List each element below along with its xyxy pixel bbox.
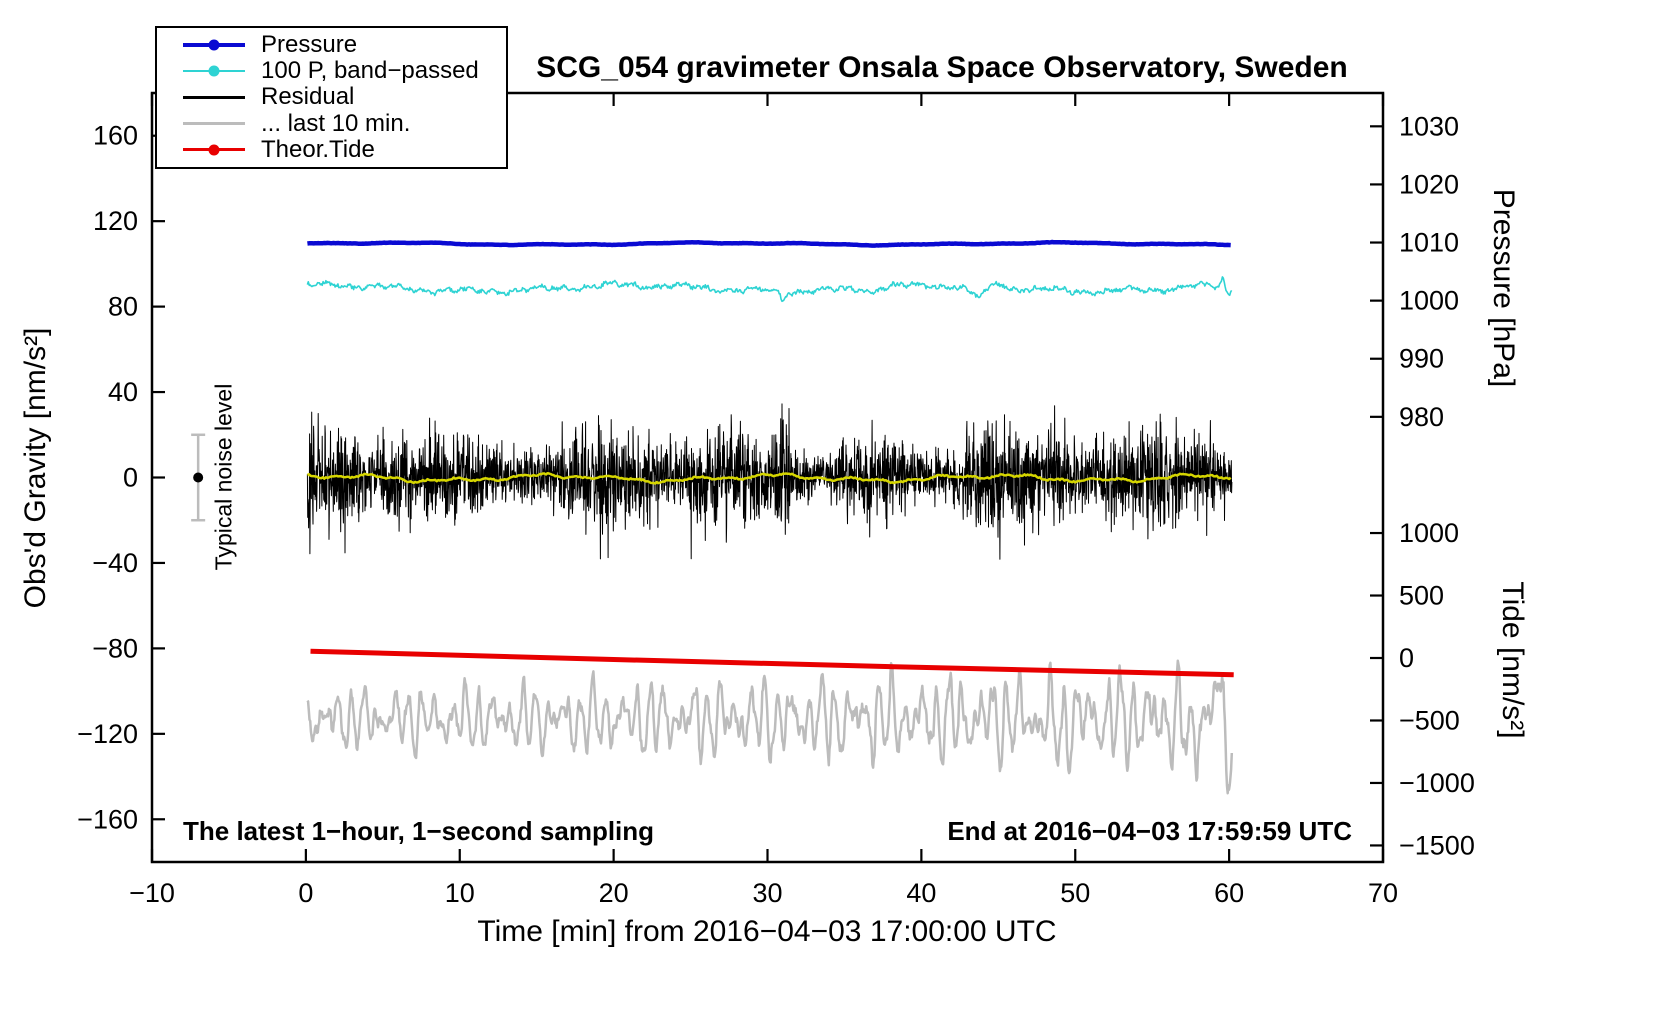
plot-title: SCG_054 gravimeter Onsala Space Observat… <box>536 51 1348 84</box>
series-residual <box>306 403 1233 560</box>
svg-text:1000: 1000 <box>1399 518 1459 548</box>
legend-marker-dot <box>208 144 220 156</box>
series-pressure <box>306 239 1232 248</box>
svg-text:1000: 1000 <box>1399 286 1459 316</box>
svg-text:40: 40 <box>108 377 138 407</box>
legend-marker-dot <box>208 65 220 77</box>
legend-item-residual: Residual <box>183 84 506 110</box>
svg-text:980: 980 <box>1399 402 1444 432</box>
x-axis-ticks: −10 0 10 20 30 40 50 60 70 <box>129 93 1398 908</box>
svg-text:160: 160 <box>93 121 138 151</box>
gravity-axis-ticks: −160 −120 −80 −40 0 40 80 120 160 <box>77 121 165 834</box>
series-theor-tide <box>310 648 1234 678</box>
legend-item-label: 100 P, band−passed <box>261 57 479 85</box>
svg-text:−1500: −1500 <box>1399 830 1475 860</box>
svg-text:−80: −80 <box>92 633 138 663</box>
legend: Pressure 100 P, band−passed Residual... la… <box>155 26 508 169</box>
svg-text:70: 70 <box>1368 878 1398 908</box>
legend-item-label: Theor.Tide <box>261 135 375 163</box>
svg-text:120: 120 <box>93 206 138 236</box>
legend-item-100-p-band-passed: 100 P, band−passed <box>183 58 506 84</box>
svg-text:30: 30 <box>752 878 782 908</box>
svg-text:0: 0 <box>298 878 313 908</box>
svg-text:−40: −40 <box>92 548 138 578</box>
svg-text:1010: 1010 <box>1399 228 1459 258</box>
legend-item-last-10-min: ... last 10 min. <box>183 111 506 137</box>
noise-level-bar <box>191 433 206 522</box>
svg-text:−1000: −1000 <box>1399 768 1475 798</box>
noise-level-dot <box>193 472 204 483</box>
svg-text:−160: −160 <box>77 804 138 834</box>
svg-text:20: 20 <box>599 878 629 908</box>
legend-item-pressure: Pressure <box>183 32 506 58</box>
svg-text:60: 60 <box>1214 878 1244 908</box>
svg-text:−500: −500 <box>1399 705 1460 735</box>
svg-text:40: 40 <box>906 878 936 908</box>
pressure-axis-ticks: 1030 1020 1010 1000 990 980 <box>1370 111 1459 432</box>
data-series <box>306 239 1234 795</box>
y-axis-label-pressure: Pressure [hPa] <box>1487 188 1520 388</box>
y-axis-label-gravity: Obs'd Gravity [nm/s²] <box>19 327 52 609</box>
series-last-10-min <box>306 659 1234 795</box>
svg-text:−10: −10 <box>129 878 175 908</box>
x-axis-label: Time [min] from 2016−04−03 17:00:00 UTC <box>477 915 1057 948</box>
svg-text:−120: −120 <box>77 719 138 749</box>
end-time-note: End at 2016−04−03 17:59:59 UTC <box>947 816 1352 846</box>
sampling-note: The latest 1−hour, 1−second sampling <box>183 816 655 846</box>
series-residual-smoothed <box>306 471 1232 485</box>
legend-line-sample <box>183 39 245 51</box>
svg-text:50: 50 <box>1060 878 1090 908</box>
svg-text:990: 990 <box>1399 344 1444 374</box>
legend-item-label: ... last 10 min. <box>261 109 411 137</box>
legend-line-sample <box>183 65 245 77</box>
legend-line-sample <box>183 95 245 99</box>
legend-item-label: Residual <box>261 83 355 111</box>
legend-marker-dot <box>208 39 220 51</box>
svg-text:10: 10 <box>445 878 475 908</box>
svg-text:500: 500 <box>1399 581 1444 611</box>
y-axis-label-tide: Tide [nm/s²] <box>1496 581 1529 739</box>
legend-item-theor-tide: Theor.Tide <box>183 137 506 163</box>
legend-item-label: Pressure <box>261 31 358 59</box>
svg-text:1020: 1020 <box>1399 169 1459 199</box>
svg-text:80: 80 <box>108 292 138 322</box>
tide-axis-ticks: 1000 500 0 −500 −1000 −1500 <box>1370 518 1475 860</box>
noise-level-label: Typical noise level <box>210 383 237 571</box>
legend-line-sample <box>183 122 245 126</box>
series-100-p-band-passed <box>306 276 1233 303</box>
svg-text:0: 0 <box>123 463 138 493</box>
legend-line-sample <box>183 144 245 156</box>
svg-text:0: 0 <box>1399 643 1414 673</box>
svg-text:1030: 1030 <box>1399 111 1459 141</box>
